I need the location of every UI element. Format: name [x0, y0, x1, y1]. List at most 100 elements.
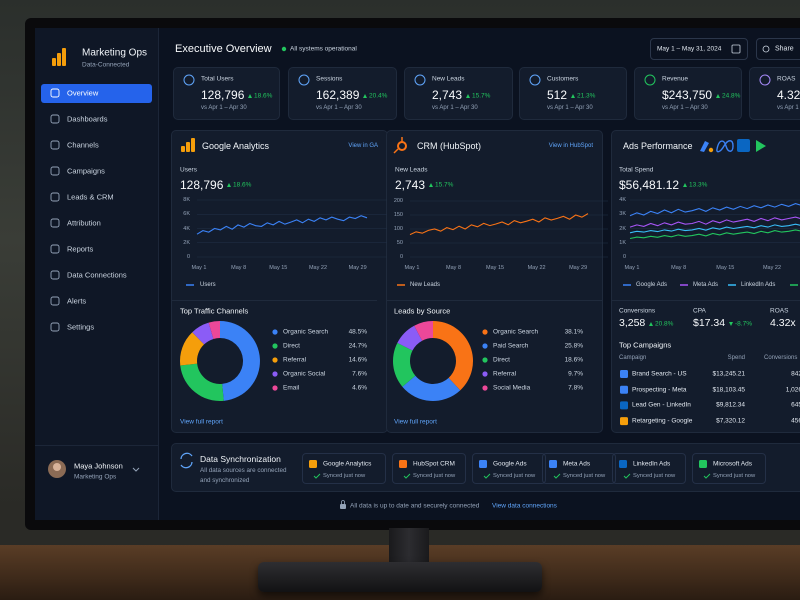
card-title: Google Analytics — [202, 141, 270, 151]
legend-value: 9.7% — [568, 370, 583, 378]
source-icon — [479, 460, 487, 468]
donut-segment — [402, 375, 461, 402]
y-tick-label: 8K — [183, 197, 190, 203]
legend-dot — [272, 357, 278, 363]
kpi-icon — [644, 74, 656, 86]
nav-item[interactable]: Leads & CRM — [67, 192, 114, 202]
change: 18.6% — [254, 92, 273, 100]
card-link[interactable]: View in GA — [348, 143, 378, 149]
arrow-up-icon — [227, 183, 231, 187]
nav-item[interactable]: Settings — [67, 322, 95, 332]
arrow-up-icon — [429, 183, 433, 187]
legend-label: Social Media — [493, 384, 531, 392]
x-tick-label: May 15 — [486, 265, 505, 271]
y-tick-label: 150 — [393, 212, 403, 218]
ga-logo — [186, 142, 190, 152]
y-tick-label: 2K — [619, 225, 626, 232]
legend-dot — [272, 385, 278, 391]
sync-description: All data sources are connected and synch… — [200, 467, 287, 484]
share[interactable]: Share — [775, 45, 794, 53]
campaign-spend: $9,812.34 — [716, 401, 745, 409]
legend-dot — [272, 371, 278, 377]
source-chip — [472, 453, 546, 484]
y-tick-label: 2K — [183, 239, 190, 246]
source-status: Synced just now — [713, 473, 756, 479]
screen: Marketing Ops Data-Connected Overview Dashb… — [35, 28, 800, 520]
section-title: Leads by Source — [394, 306, 451, 316]
nav-item[interactable]: Alerts — [67, 296, 87, 306]
nav-icon — [50, 114, 60, 124]
legend-value: 4.6% — [352, 384, 367, 392]
legend-label: Organic Social — [283, 370, 326, 378]
stat-label: CPA — [693, 307, 706, 315]
kpi-compare: vs Apr 1 – Apr 30 — [316, 105, 362, 111]
column-header: Conversions — [764, 355, 798, 361]
source-name: Google Ads — [493, 460, 527, 468]
google-ads-logo — [708, 147, 714, 153]
nav-icon — [50, 88, 60, 98]
y-tick-label: 4K — [183, 225, 190, 232]
donut-segment — [192, 322, 214, 345]
card-link[interactable]: View full report — [180, 418, 223, 426]
legend-value: 48.5% — [348, 328, 367, 336]
kpi-label: Sessions — [316, 75, 343, 83]
calendar-icon — [731, 44, 741, 54]
nav-item[interactable]: Data Connections — [67, 270, 127, 280]
campaign-icon — [620, 385, 628, 394]
date-picker — [650, 38, 748, 60]
card-title: CRM (HubSpot) — [417, 141, 482, 151]
x-tick-label: May 15 — [269, 265, 288, 271]
line-series — [629, 223, 800, 234]
campaign-conversions: 456 — [791, 417, 800, 425]
legend-value: 7.8% — [568, 384, 583, 392]
nav-item[interactable]: Overview — [67, 88, 99, 98]
y-tick-label: 200 — [393, 198, 403, 204]
campaign-name: Retargeting - Google — [632, 417, 693, 425]
nav-item[interactable]: Attribution — [67, 218, 101, 228]
line-series — [629, 203, 800, 217]
card-link[interactable]: View in HubSpot — [548, 143, 593, 149]
y-tick-label: 0 — [186, 254, 190, 260]
campaign-conversions: 842 — [791, 370, 800, 378]
kpi-value: 512 — [547, 88, 568, 102]
date-range[interactable]: May 1 – May 31, 2024 — [657, 45, 722, 53]
legend-label: Referral — [283, 356, 307, 364]
nav-item[interactable]: Campaigns — [67, 166, 105, 176]
footer-link[interactable]: View data connections — [492, 502, 557, 510]
kpi-value: 2,743 — [432, 88, 463, 102]
change: -8.7% — [735, 320, 752, 328]
campaign-spend: $18,103.45 — [712, 386, 745, 394]
x-tick-label: May 22 — [762, 265, 782, 271]
x-tick-label: May 1 — [624, 265, 640, 271]
card-link[interactable]: View full report — [394, 418, 437, 426]
legend-label: Meta Ads — [693, 282, 719, 288]
kpi-icon — [529, 74, 541, 86]
donut-segment — [397, 325, 423, 351]
change: 20.4% — [369, 92, 388, 100]
lock-icon — [340, 504, 346, 509]
legend-label: Email — [283, 384, 300, 392]
y-tick-label: 50 — [396, 240, 403, 246]
source-name: LinkedIn Ads — [633, 460, 671, 468]
legend-dot — [482, 343, 488, 349]
kpi-icon — [759, 74, 771, 86]
section-title: Top Traffic Channels — [180, 306, 249, 316]
nav-item[interactable]: Channels — [67, 140, 99, 150]
source-chip — [612, 453, 686, 484]
page-title: Executive Overview — [175, 43, 272, 55]
campaign-name: Brand Search - US — [632, 370, 687, 378]
kpi-icon — [298, 74, 310, 86]
chevron-icon — [132, 467, 140, 472]
legend-value: 25.8% — [564, 342, 583, 350]
legend-label: Direct — [283, 342, 300, 350]
legend-label: Referral — [493, 370, 517, 378]
line-series — [196, 215, 368, 235]
source-status: Synced just now — [413, 473, 456, 479]
kpi-compare: vs Apr 1 – Apr 30 — [547, 105, 593, 111]
brand-name: Marketing Ops — [82, 47, 148, 59]
nav-item[interactable]: Reports — [67, 244, 94, 254]
stat-value: $17.34 — [693, 317, 726, 329]
source-name: Meta Ads — [563, 460, 591, 468]
nav-item[interactable]: Dashboards — [67, 114, 108, 124]
change: 24.8% — [722, 92, 741, 100]
